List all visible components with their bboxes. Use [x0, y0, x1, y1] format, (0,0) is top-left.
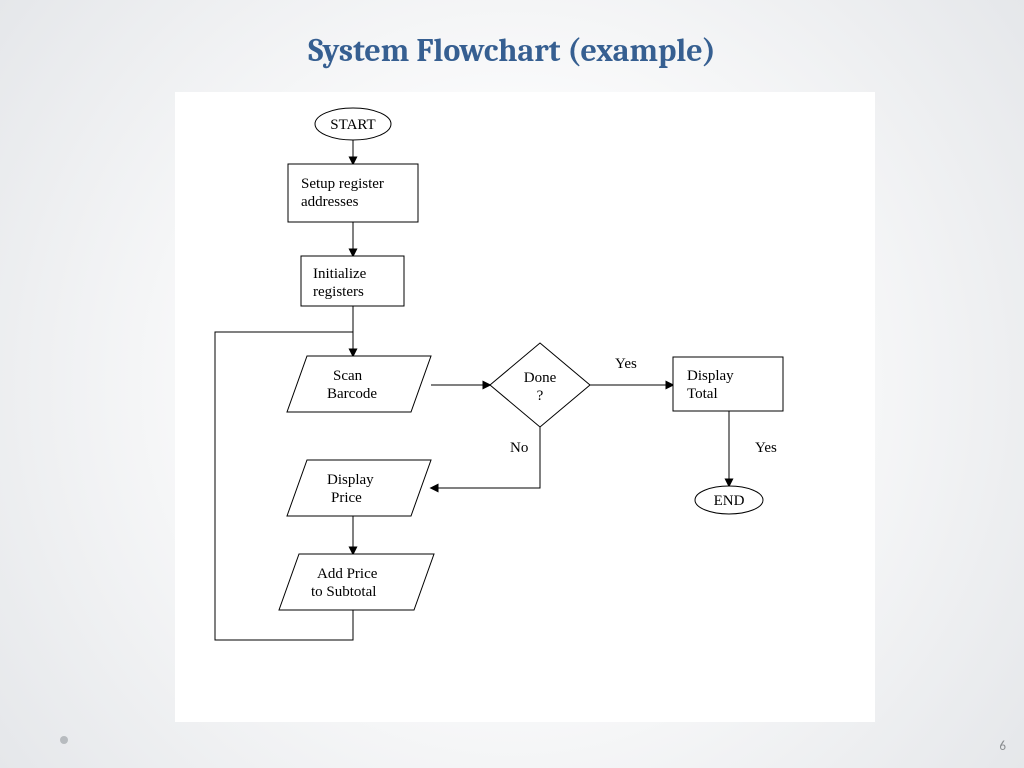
node-done-label-1: Done [524, 370, 557, 386]
flowchart-svg: Yes No Yes START Setup register addresse… [175, 92, 875, 722]
node-start-label: START [330, 117, 375, 133]
node-dprice [287, 460, 431, 516]
slide-title: System Flowchart (example) [0, 32, 1024, 69]
edge-label-no: No [510, 440, 528, 456]
nodes: START Setup register addresses Initializ… [279, 108, 783, 610]
slide: System Flowchart (example) Yes No [0, 0, 1024, 768]
page-number: 6 [999, 739, 1006, 754]
decorative-dot-icon [60, 736, 68, 744]
node-setup [288, 164, 418, 222]
edge-label-yes-1: Yes [615, 356, 637, 372]
node-done-label-2: ? [537, 388, 544, 404]
node-end-label: END [714, 493, 745, 509]
node-add [279, 554, 434, 610]
node-add-label-2: to Subtotal [311, 584, 376, 600]
node-scan-label-2: Barcode [327, 386, 377, 402]
flowchart-canvas: Yes No Yes START Setup register addresse… [175, 92, 875, 722]
node-add-label-1: Add Price [317, 566, 378, 582]
node-dtotal-label-1: Display [687, 368, 734, 384]
node-dtotal-label-2: Total [687, 386, 718, 402]
node-dprice-label-2: Price [331, 490, 362, 506]
node-init-label-1: Initialize [313, 266, 367, 282]
edge-done-dprice [431, 427, 540, 488]
node-dtotal [673, 357, 783, 411]
node-scan-label-1: Scan [333, 368, 363, 384]
node-scan [287, 356, 431, 412]
node-setup-label-2: addresses [301, 194, 359, 210]
edge-label-yes-2: Yes [755, 440, 777, 456]
node-init-label-2: registers [313, 284, 364, 300]
node-dprice-label-1: Display [327, 472, 374, 488]
node-setup-label-1: Setup register [301, 176, 384, 192]
